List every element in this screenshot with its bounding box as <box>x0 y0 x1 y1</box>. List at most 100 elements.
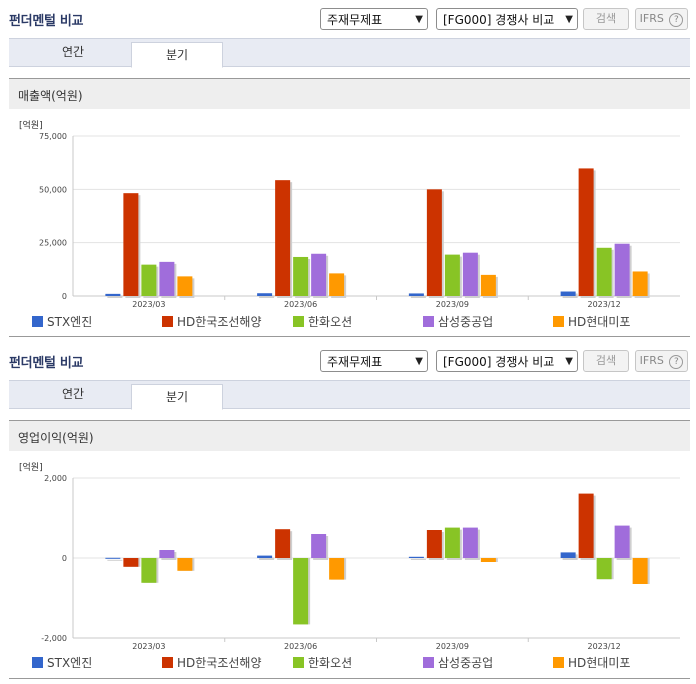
tab-quarterly[interactable]: 분기 <box>131 384 223 410</box>
y-tick-label: 25,000 <box>39 239 67 248</box>
panel-title: 펀더멘털 비교 <box>9 356 84 371</box>
help-icon: ? <box>669 355 684 369</box>
bar <box>123 193 139 296</box>
statement-type-select[interactable]: 주재무제표 ▼ <box>320 350 428 372</box>
bar <box>462 527 478 558</box>
bar <box>444 527 460 558</box>
bar <box>560 291 576 296</box>
x-tick-label: 2023/03 <box>132 642 165 651</box>
revenue-chart: 0 25,000 50,000 75,000 2023/03 2023/06 2023/09… <box>39 132 680 309</box>
statement-type-select[interactable]: 주재무제표 ▼ <box>320 8 428 30</box>
bar-shadow <box>259 295 275 298</box>
bar <box>275 180 291 296</box>
panel-header: 펀더멘털 비교 주재무제표 ▼ [FG000] 경쟁사 비교 ▼ 검색 IFRS… <box>0 342 696 376</box>
bar-shadow <box>410 558 426 560</box>
tab-annual[interactable]: 연간 <box>61 387 85 401</box>
bar <box>614 525 630 558</box>
bar <box>159 550 175 558</box>
bar <box>426 530 442 558</box>
comparison-group-select[interactable]: [FG000] 경쟁사 비교 ▼ <box>436 350 578 372</box>
y-tick-label: 75,000 <box>39 132 67 141</box>
bar <box>462 252 478 296</box>
legend-item: 삼성중공업 <box>423 313 493 330</box>
panel-bottom-rule <box>9 678 690 679</box>
bar <box>105 557 121 559</box>
bar <box>257 293 273 296</box>
chevron-down-icon: ▼ <box>415 356 423 367</box>
bar <box>426 189 442 296</box>
legend-item: HD현대미포 <box>553 313 630 330</box>
bar <box>578 168 594 296</box>
x-tick-label: 2023/09 <box>436 300 469 309</box>
metric-bar: 영업이익(억원) <box>9 420 690 451</box>
bar <box>480 558 496 562</box>
chevron-down-icon: ▼ <box>565 356 573 367</box>
bar <box>632 558 648 584</box>
panel-header: 펀더멘털 비교 주재무제표 ▼ [FG000] 경쟁사 비교 ▼ 검색 IFRS… <box>0 0 696 34</box>
x-tick-label: 2023/12 <box>588 300 621 309</box>
statement-type-value: 주재무제표 <box>327 355 383 369</box>
legend-item: 한화오션 <box>293 313 352 330</box>
ifrs-help-button[interactable]: IFRS ? <box>635 8 688 30</box>
unit-label: [억원] <box>19 121 43 131</box>
bar <box>480 274 496 296</box>
metric-title: 매출액(억원) <box>18 89 83 103</box>
bar <box>444 254 460 296</box>
comparison-group-value: [FG000] 경쟁사 비교 <box>443 13 555 27</box>
unit-label: [억원] <box>19 463 43 473</box>
legend-item: 삼성중공업 <box>423 654 493 671</box>
search-button[interactable]: 검색 <box>583 350 629 372</box>
bar <box>614 243 630 296</box>
panel-title: 펀더멘털 비교 <box>9 14 84 29</box>
bar <box>177 558 193 571</box>
legend-item: HD현대미포 <box>553 654 630 671</box>
bar <box>632 271 648 296</box>
bar <box>141 558 157 583</box>
fundamental-panel-revenue: 펀더멘털 비교 주재무제표 ▼ [FG000] 경쟁사 비교 ▼ 검색 IFRS… <box>0 0 696 340</box>
period-tabs: 연간 분기 <box>9 380 690 410</box>
comparison-group-value: [FG000] 경쟁사 비교 <box>443 355 555 369</box>
legend-item: 한화오션 <box>293 654 352 671</box>
comparison-group-select[interactable]: [FG000] 경쟁사 비교 ▼ <box>436 8 578 30</box>
period-tabs: 연간 분기 <box>9 38 690 68</box>
metric-bar: 매출액(억원) <box>9 78 690 109</box>
bar <box>311 253 327 296</box>
y-tick-label: 2,000 <box>44 474 67 483</box>
y-tick-label: -2,000 <box>41 634 67 643</box>
x-tick-label: 2023/06 <box>284 642 317 651</box>
tab-quarterly[interactable]: 분기 <box>131 42 223 68</box>
bar <box>311 534 327 558</box>
bar <box>123 558 139 567</box>
help-icon: ? <box>669 13 684 27</box>
legend-item: STX엔진 <box>32 654 92 671</box>
chart-legend: STX엔진 HD한국조선해양 한화오션 삼성중공업 HD현대미포 <box>0 313 696 333</box>
bar <box>578 493 594 558</box>
operating-income-chart: -2,000 0 2,000 2023/03 2023/06 2023/09 2023/12 <box>41 474 680 651</box>
bar <box>596 558 612 580</box>
bar <box>141 264 157 296</box>
chart-legend: STX엔진 HD한국조선해양 한화오션 삼성중공업 HD현대미포 <box>0 654 696 674</box>
y-tick-label: 50,000 <box>39 185 67 194</box>
bar <box>293 256 309 296</box>
tab-annual[interactable]: 연간 <box>61 45 85 59</box>
bar <box>105 293 121 296</box>
bar-shadow <box>259 557 275 560</box>
x-tick-label: 2023/09 <box>436 642 469 651</box>
bar <box>293 558 309 625</box>
ifrs-label: IFRS <box>639 12 664 25</box>
bar-shadow <box>107 559 123 561</box>
ifrs-label: IFRS <box>639 354 664 367</box>
fundamental-panel-operating-income: 펀더멘털 비교 주재무제표 ▼ [FG000] 경쟁사 비교 ▼ 검색 IFRS… <box>0 342 696 684</box>
bar <box>596 247 612 296</box>
panel-bottom-rule <box>9 336 690 337</box>
bar <box>329 273 345 296</box>
chevron-down-icon: ▼ <box>565 14 573 25</box>
x-tick-label: 2023/06 <box>284 300 317 309</box>
bar <box>408 293 424 296</box>
ifrs-help-button[interactable]: IFRS ? <box>635 350 688 372</box>
chevron-down-icon: ▼ <box>415 14 423 25</box>
legend-item: STX엔진 <box>32 313 92 330</box>
search-button[interactable]: 검색 <box>583 8 629 30</box>
x-tick-label: 2023/03 <box>132 300 165 309</box>
bar <box>275 529 291 558</box>
